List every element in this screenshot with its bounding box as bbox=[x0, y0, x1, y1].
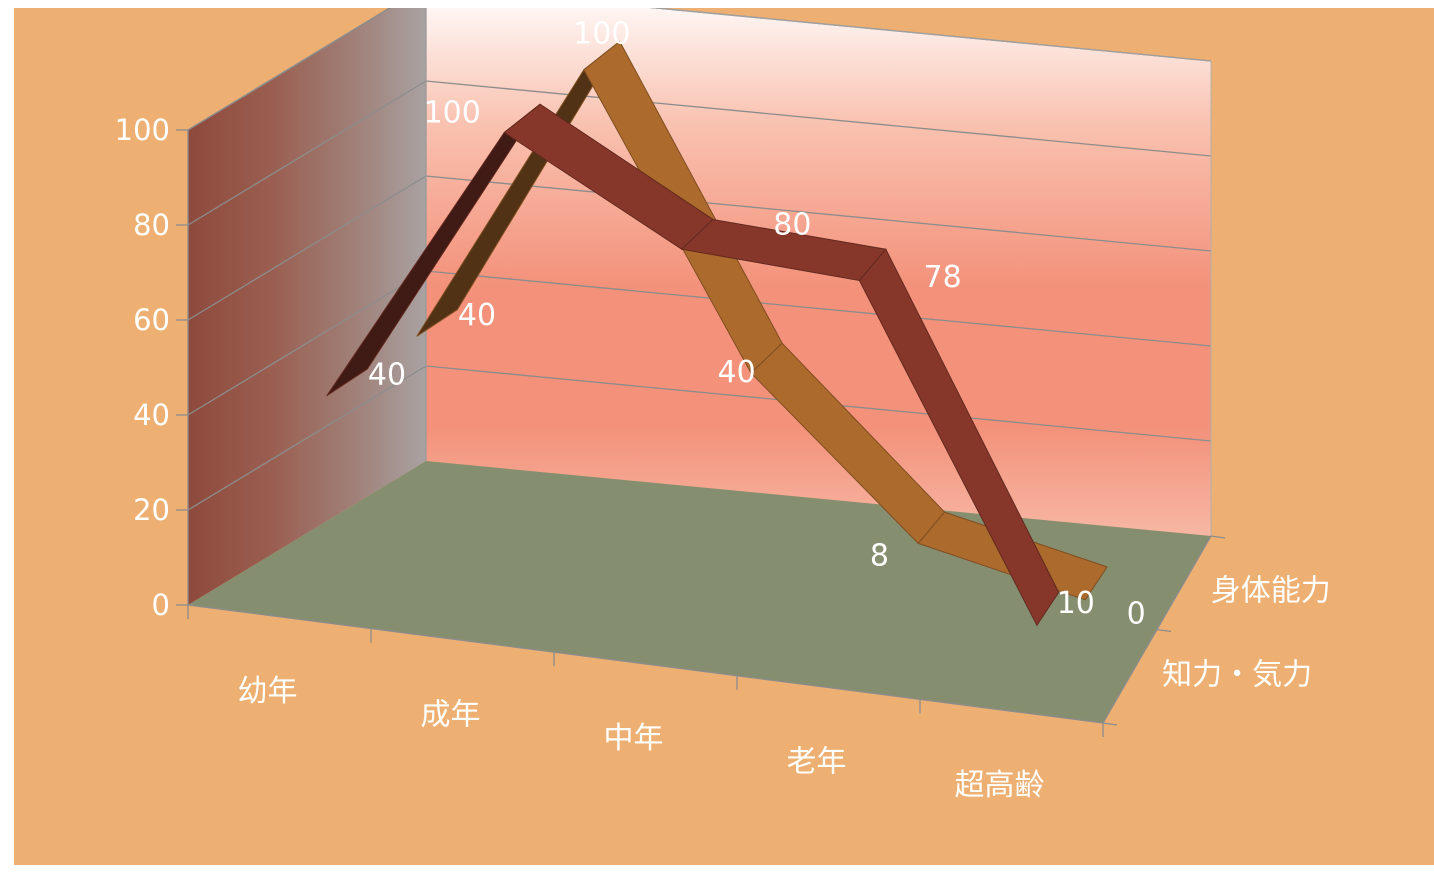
y-tick-label: 60 bbox=[133, 303, 170, 337]
data-label: 10 bbox=[1057, 586, 1095, 621]
series-label: 身体能力 bbox=[1211, 573, 1331, 608]
wall-top-edge bbox=[187, 8, 391, 131]
ribbon-segment bbox=[858, 248, 1060, 627]
wall-top-edge bbox=[649, 8, 1212, 62]
series-label: 知力・気力 bbox=[1162, 658, 1312, 693]
y-tick-label: 20 bbox=[133, 493, 170, 527]
data-label: 100 bbox=[424, 95, 481, 130]
y-tick-label: 0 bbox=[152, 588, 170, 622]
depth-tick-mark bbox=[1102, 722, 1118, 726]
x-tick-label: 中年 bbox=[604, 721, 664, 756]
data-label: 78 bbox=[924, 260, 962, 295]
data-label: 0 bbox=[1127, 596, 1146, 631]
side-wall bbox=[188, 8, 426, 605]
y-tick-label: 40 bbox=[133, 398, 170, 432]
x-axis-line bbox=[187, 604, 1104, 724]
x-tick-label: 老年 bbox=[787, 745, 847, 780]
series-ribbon bbox=[326, 103, 1060, 627]
y-tick-label: 100 bbox=[115, 113, 170, 147]
data-label: 40 bbox=[368, 357, 406, 392]
data-label: 40 bbox=[718, 355, 756, 390]
data-label: 100 bbox=[573, 17, 630, 52]
x-tick-label: 超高齢 bbox=[955, 768, 1045, 803]
data-label: 40 bbox=[458, 298, 496, 333]
depth-tick-mark bbox=[1156, 628, 1172, 633]
chart-ribbons bbox=[326, 40, 1108, 627]
x-tick-label: 幼年 bbox=[238, 674, 298, 709]
x-tick-label: 成年 bbox=[421, 697, 481, 732]
data-label: 8 bbox=[870, 539, 889, 574]
y-tick-label: 80 bbox=[133, 208, 170, 242]
chart-area: 0 20 40 60 80 100 幼年 成年 中年 老年 超高齢 身体能力 知力・気力 40 100 40… bbox=[14, 8, 1434, 865]
depth-tick-mark bbox=[1210, 535, 1226, 539]
data-label: 80 bbox=[773, 207, 811, 242]
